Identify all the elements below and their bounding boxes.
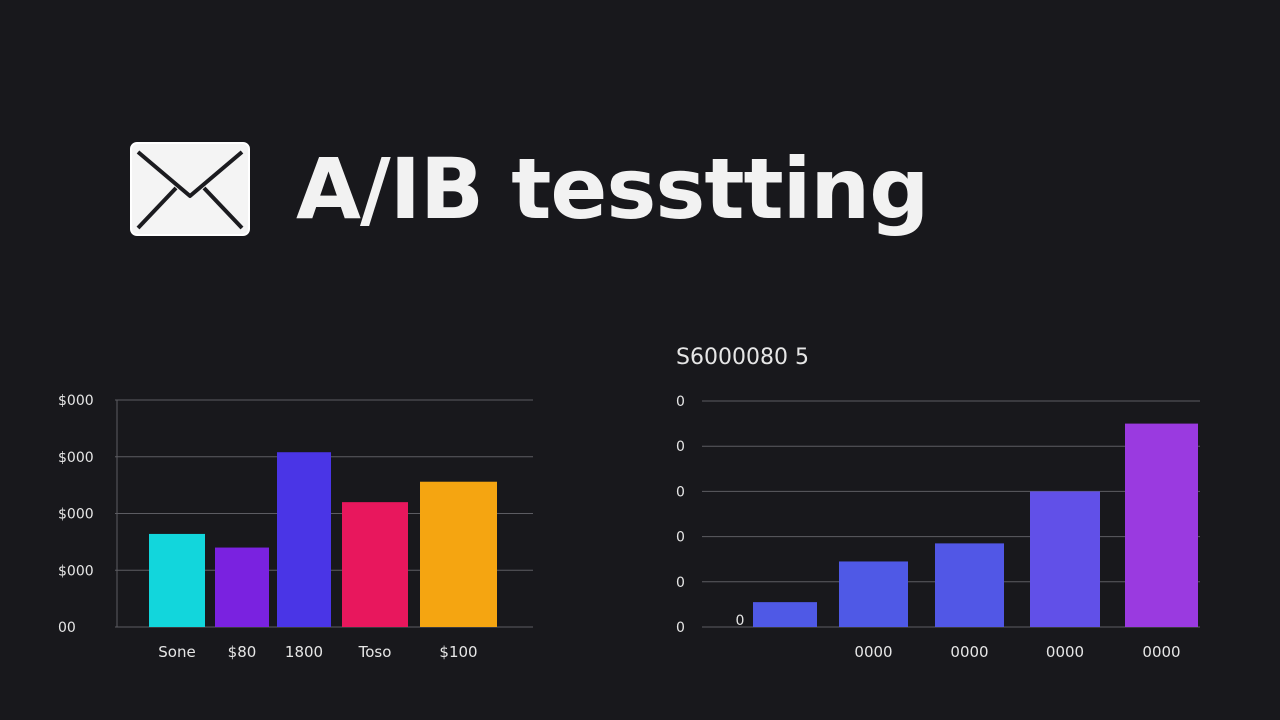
x-tick-label: $100: [439, 643, 477, 661]
bar: [935, 543, 1004, 627]
y-tick-label: $000: [58, 563, 94, 579]
mail-envelope-icon: [130, 142, 250, 236]
bar: [342, 502, 408, 627]
x-extra-label: 0: [736, 613, 745, 629]
x-tick-label: Sone: [158, 643, 195, 661]
bar: [753, 602, 817, 627]
y-tick-label: 0: [676, 530, 685, 546]
header: A/IB tesstting: [128, 140, 929, 238]
bar: [1030, 491, 1100, 627]
y-tick-label: $000: [58, 507, 94, 523]
bar: [277, 452, 331, 627]
y-tick-label: 0: [676, 620, 685, 636]
x-tick-label: 0000: [1046, 643, 1084, 661]
page-title: A/IB tesstting: [296, 140, 929, 238]
y-tick-label: 00: [58, 620, 76, 636]
x-tick-label: 1800: [285, 643, 323, 661]
chart-title: S6000080 5: [676, 345, 809, 370]
y-tick-label: $000: [58, 450, 94, 466]
x-tick-label: 0000: [1142, 643, 1180, 661]
bar: [839, 561, 908, 627]
bar: [420, 481, 497, 627]
x-tick-label: 0000: [950, 643, 988, 661]
bar: [149, 533, 205, 627]
y-tick-label: $000: [58, 393, 94, 409]
x-tick-label: Toso: [358, 643, 392, 661]
bar: [215, 547, 269, 627]
y-tick-label: 0: [676, 575, 685, 591]
y-tick-label: 0: [676, 394, 685, 410]
x-tick-label: 0000: [854, 643, 892, 661]
y-tick-label: 0: [676, 484, 685, 500]
x-tick-label: $80: [228, 643, 257, 661]
left-bar-chart: $000 $000 $000 $000 00 Sone $80 1800 Toso $100: [58, 393, 533, 661]
y-tick-label: 0: [676, 439, 685, 455]
bar: [1125, 423, 1198, 627]
